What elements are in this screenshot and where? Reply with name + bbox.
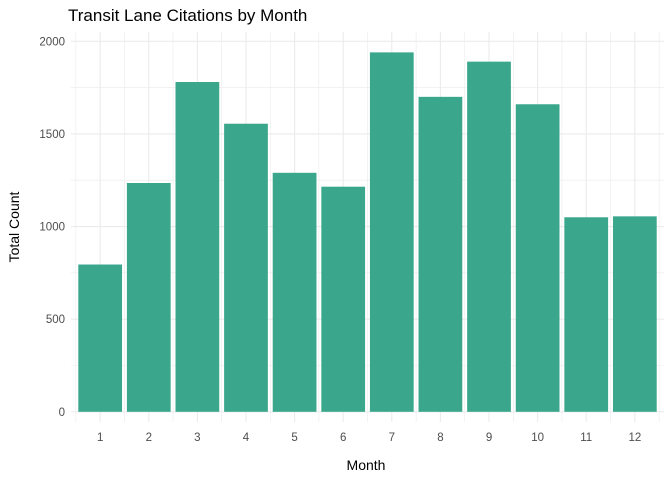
y-tick-label: 1500: [39, 129, 65, 141]
bar-month-4: [224, 123, 268, 412]
x-tick-label: 4: [243, 432, 250, 444]
x-tick-label: 6: [340, 432, 346, 444]
x-tick-label: 10: [531, 432, 544, 444]
x-tick-label: 7: [389, 432, 395, 444]
bar-month-9: [467, 61, 511, 412]
bar-month-8: [418, 96, 463, 412]
bar-month-5: [272, 172, 317, 412]
y-axis-tick-labels: 0 500 1000 1500 2000: [39, 36, 65, 419]
x-tick-label: 5: [291, 432, 297, 444]
y-axis-title: Total Count: [6, 191, 22, 262]
x-tick-label: 8: [437, 432, 443, 444]
bar-month-6: [321, 186, 366, 412]
x-tick-label: 2: [146, 432, 152, 444]
x-axis-title: Month: [347, 457, 386, 473]
x-tick-label: 1: [97, 432, 103, 444]
x-axis-tick-labels: 1 2 3 4 5 6 7 8 9 10 11 12: [97, 432, 641, 444]
y-tick-label: 500: [46, 314, 65, 326]
x-tick-label: 3: [194, 432, 200, 444]
x-tick-label: 9: [486, 432, 492, 444]
bar-month-12: [612, 216, 657, 412]
chart-title: Transit Lane Citations by Month: [68, 6, 308, 25]
y-tick-label: 0: [59, 407, 65, 419]
bar-month-3: [175, 82, 220, 412]
bar-month-1: [78, 264, 123, 412]
x-tick-label: 12: [628, 432, 641, 444]
y-tick-label: 2000: [39, 36, 65, 48]
x-tick-label: 11: [580, 432, 592, 444]
bar-month-2: [126, 182, 171, 412]
y-tick-label: 1000: [39, 222, 65, 234]
bars-group: [78, 52, 657, 412]
bar-month-7: [369, 52, 414, 412]
bar-month-11: [564, 217, 609, 412]
bar-month-10: [515, 104, 560, 412]
